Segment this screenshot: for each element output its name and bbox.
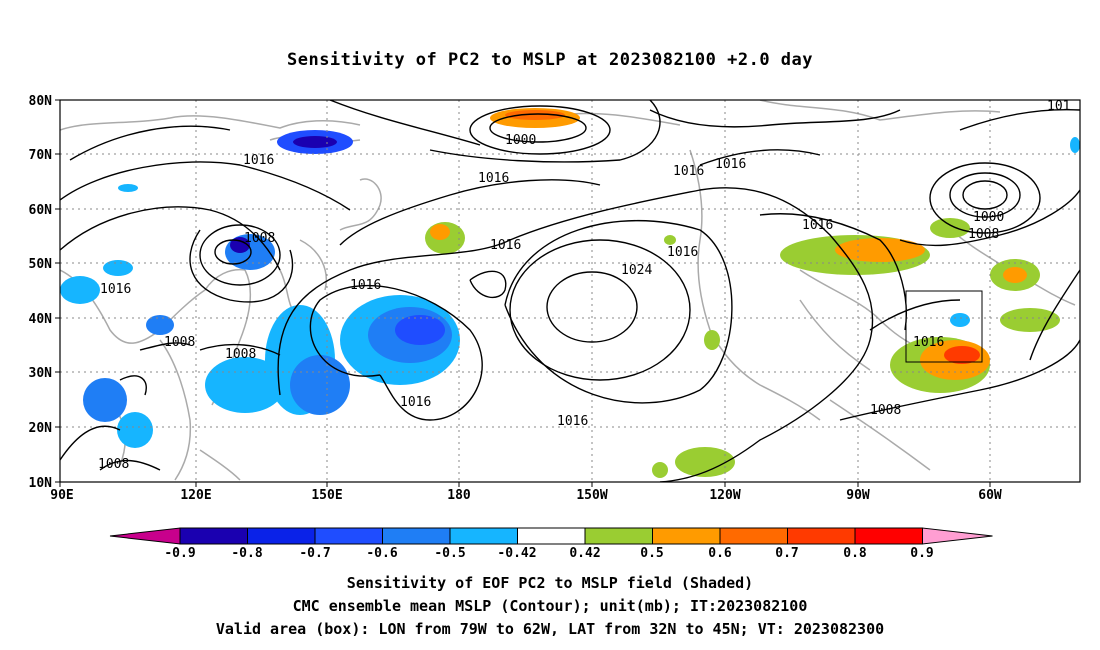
lat-label: 10N [29,476,53,491]
colorbar-swatch [584,527,653,545]
colorbar-label: -0.9 [164,546,195,561]
lon-label: 180 [447,488,471,503]
lon-label: 150W [576,488,607,503]
plot-frame [59,99,1081,483]
colorbar-swatch [652,527,721,545]
colorbar-label: 0.8 [843,546,867,561]
contour-label: 1008 [968,227,999,242]
colorbar-label: 0.42 [569,546,600,561]
contour-label: 1016 [667,245,698,260]
contour-label: 1016 [350,278,381,293]
contour-label: 1016 [478,171,509,186]
colorbar-label: -0.5 [434,546,465,561]
contour-label: 1008 [870,403,901,418]
contour-label-group: 1016 1016 1000 1016 1016 1008 1016 1016 … [98,99,1070,472]
contour-label: 1000 [505,133,536,148]
lat-label: 70N [29,148,53,163]
lon-label: 60W [978,488,1002,503]
contour-label: 1008 [98,457,129,472]
mslp-contours [60,100,1080,482]
contour-label: 1016 [100,282,131,297]
lon-label: 120W [709,488,740,503]
lon-label: 120E [180,488,211,503]
contour-label: 1016 [913,335,944,350]
lon-label: 90W [846,488,870,503]
colorbar-label: -0.42 [497,546,536,561]
graticule [60,100,1080,482]
lat-label: 50N [29,257,53,272]
contour-label: 1016 [243,153,274,168]
colorbar-swatch [179,527,248,545]
colorbar-label: -0.7 [299,546,330,561]
colorbar-swatch [247,527,316,545]
colorbar [109,527,993,545]
lon-label: 150E [311,488,342,503]
contour-label: 1016 [490,238,521,253]
contour-label: 1024 [621,263,652,278]
colorbar-swatch [787,527,856,545]
colorbar-label: 0.5 [640,546,663,561]
lat-label: 20N [29,421,53,436]
lat-labels: 80N 70N 60N 50N 40N 30N 20N 10N [29,94,53,491]
lat-label: 30N [29,366,53,381]
colorbar-swatch [449,527,518,545]
colorbar-label: 0.6 [708,546,732,561]
colorbar-labels: -0.9 -0.8 -0.7 -0.6 -0.5 -0.42 0.42 0.5 … [164,546,933,561]
lat-label: 80N [29,94,53,109]
lat-label: 40N [29,312,53,327]
caption-line-2: CMC ensemble mean MSLP (Contour); unit(m… [292,597,808,615]
colorbar-below-triangle [109,527,181,545]
lon-label: 90E [50,488,73,503]
valid-area-box [905,290,983,363]
colorbar-label: -0.8 [231,546,262,561]
map-title: Sensitivity of PC2 to MSLP at 2023082100… [286,50,813,70]
colorbar-above-triangle [922,527,993,545]
colorbar-swatch [517,527,586,545]
contour-label: 1016 [400,395,431,410]
colorbar-swatch [719,527,788,545]
caption-line-1: Sensitivity of EOF PC2 to MSLP field (Sh… [346,574,754,592]
colorbar-swatch [382,527,451,545]
tick-marks [55,99,991,487]
lon-labels: 90E 120E 150E 180 150W 120W 90W 60W [50,488,1002,503]
contour-label: 1016 [802,218,833,233]
colorbar-label: -0.6 [366,546,397,561]
contour-label: 1008 [225,347,256,362]
contour-label: 1016 [673,164,704,179]
lat-label: 60N [29,203,53,218]
colorbar-swatch [854,527,923,545]
colorbar-label: 0.7 [775,546,798,561]
contour-label: 1016 [715,157,746,172]
contour-label: 1016 [557,414,588,429]
caption-line-3: Valid area (box): LON from 79W to 62W, L… [215,620,885,638]
colorbar-swatch [314,527,383,545]
contour-label: 1008 [244,231,275,246]
contour-label: 101 [1047,99,1070,114]
contour-label: 1008 [164,335,195,350]
colorbar-label: 0.9 [910,546,933,561]
contour-label: 1000 [973,210,1004,225]
